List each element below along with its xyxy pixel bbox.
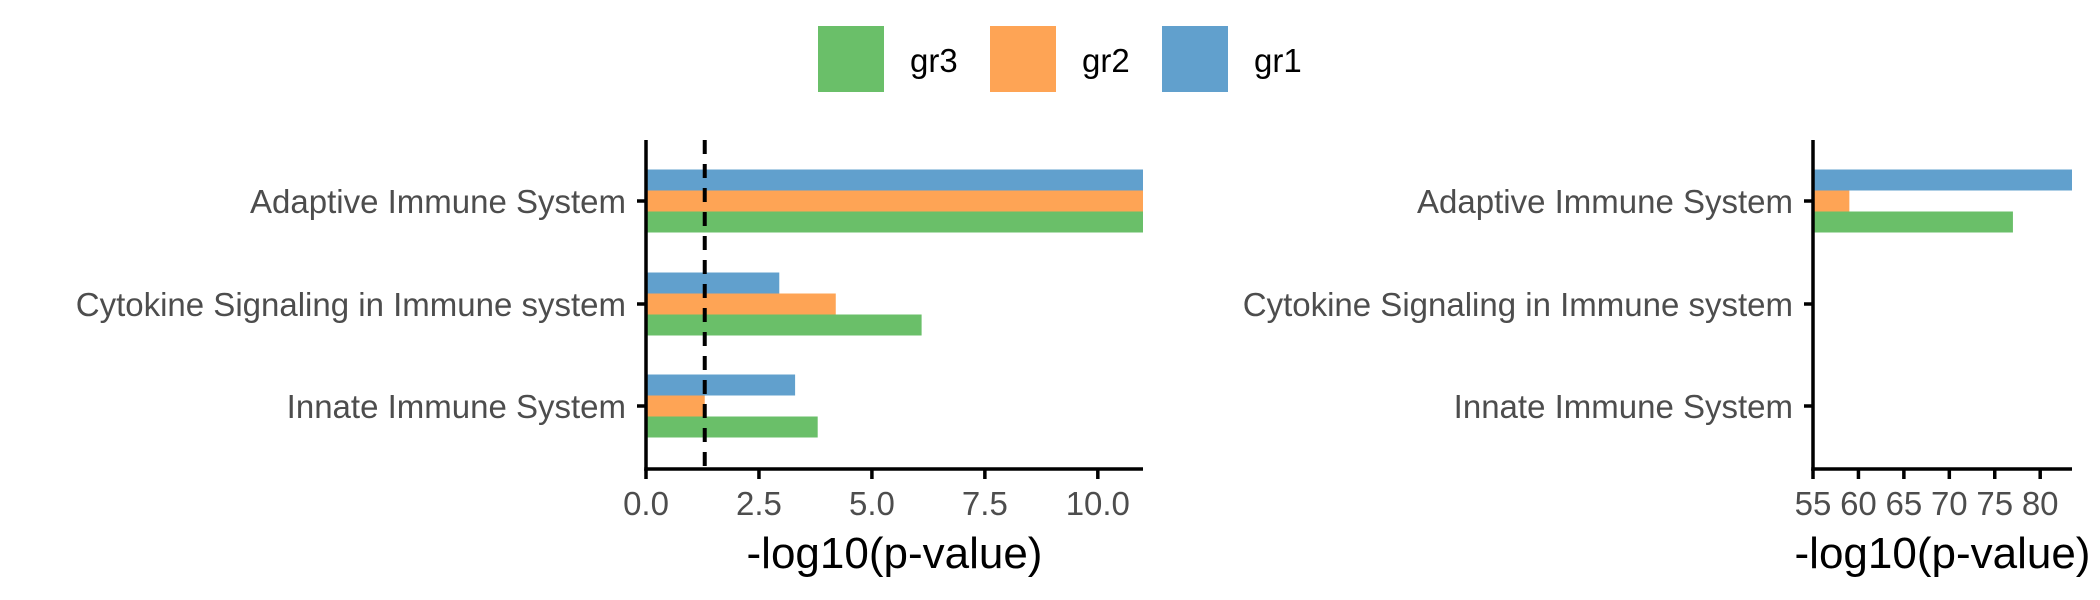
x-tick-label-5: 80	[2022, 485, 2059, 522]
legend-swatch-gr3	[818, 26, 884, 92]
y-tick-label-0: Adaptive Immune System	[1417, 183, 1793, 220]
bar-gr3-2	[646, 416, 818, 438]
y-tick-label-2: Innate Immune System	[1454, 388, 1793, 425]
x-axis-title: -log10(p-value)	[747, 529, 1043, 578]
x-tick-label-1: 60	[1840, 485, 1877, 522]
legend-label-gr3: gr3	[910, 42, 958, 79]
bar-gr1-1	[646, 272, 780, 294]
bar-gr2-0	[646, 190, 1143, 212]
bar-gr3-0	[1813, 211, 2013, 233]
bar-gr1-0	[646, 169, 1143, 191]
chart-panel-right: Adaptive Immune System Cytokine Signaling…	[1243, 140, 2091, 578]
bar-gr2-0	[1813, 190, 1850, 212]
legend-label-gr1: gr1	[1254, 42, 1302, 79]
bar-gr1-2	[646, 374, 796, 396]
legend-swatch-gr1	[1162, 26, 1228, 92]
legend: gr3 gr2 gr1	[818, 26, 1302, 92]
x-tick-label-3: 70	[1931, 485, 1968, 522]
bar-gr3-1	[646, 314, 922, 336]
bar-gr3-0	[646, 211, 1143, 233]
x-tick-label-1: 2.5	[736, 485, 782, 522]
x-tick-label-2: 5.0	[849, 485, 895, 522]
x-tick-label-2: 65	[1886, 485, 1923, 522]
x-tick-label-4: 10.0	[1066, 485, 1130, 522]
x-tick-label-0: 0.0	[623, 485, 669, 522]
bar-gr1-0	[1813, 169, 2072, 191]
x-tick-label-3: 7.5	[962, 485, 1008, 522]
y-tick-label-2: Innate Immune System	[287, 388, 626, 425]
x-axis-title: -log10(p-value)	[1795, 529, 2091, 578]
legend-label-gr2: gr2	[1082, 42, 1130, 79]
x-tick-label-4: 75	[1976, 485, 2013, 522]
chart-panel-left: Adaptive Immune System Cytokine Signaling…	[76, 140, 1143, 578]
bar-gr2-2	[646, 395, 705, 417]
y-tick-label-1: Cytokine Signaling in Immune system	[1243, 286, 1793, 323]
y-tick-label-0: Adaptive Immune System	[250, 183, 626, 220]
x-tick-label-0: 55	[1795, 485, 1832, 522]
bar-gr2-1	[646, 293, 836, 315]
legend-swatch-gr2	[990, 26, 1056, 92]
y-tick-label-1: Cytokine Signaling in Immune system	[76, 286, 626, 323]
